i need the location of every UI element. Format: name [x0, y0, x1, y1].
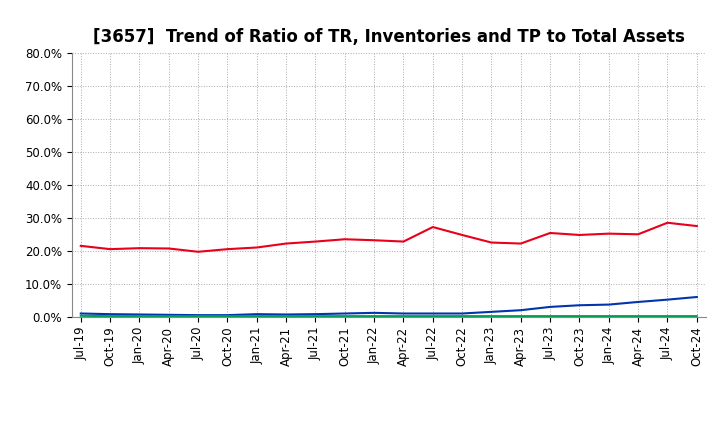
Trade Payables — [341, 313, 349, 319]
Trade Receivables — [253, 245, 261, 250]
Inventories — [311, 312, 320, 317]
Inventories — [76, 311, 85, 316]
Trade Payables — [605, 313, 613, 319]
Line: Inventories: Inventories — [81, 297, 697, 315]
Trade Receivables — [428, 224, 437, 230]
Trade Receivables — [194, 249, 202, 254]
Trade Payables — [370, 313, 379, 319]
Trade Receivables — [399, 239, 408, 244]
Trade Payables — [311, 313, 320, 319]
Trade Receivables — [341, 237, 349, 242]
Trade Receivables — [76, 243, 85, 249]
Inventories — [194, 312, 202, 318]
Trade Receivables — [164, 246, 173, 251]
Inventories — [223, 312, 232, 318]
Trade Payables — [76, 313, 85, 319]
Trade Receivables — [663, 220, 672, 225]
Inventories — [634, 299, 642, 304]
Trade Payables — [516, 313, 525, 319]
Trade Payables — [253, 313, 261, 319]
Inventories — [693, 294, 701, 300]
Trade Receivables — [223, 246, 232, 252]
Trade Payables — [546, 313, 554, 319]
Trade Receivables — [693, 224, 701, 229]
Inventories — [605, 302, 613, 307]
Trade Payables — [223, 313, 232, 319]
Trade Receivables — [546, 230, 554, 235]
Trade Receivables — [516, 241, 525, 246]
Title: [3657]  Trend of Ratio of TR, Inventories and TP to Total Assets: [3657] Trend of Ratio of TR, Inventories… — [93, 28, 685, 46]
Trade Receivables — [370, 238, 379, 243]
Trade Payables — [487, 313, 496, 319]
Trade Payables — [399, 313, 408, 319]
Trade Receivables — [487, 240, 496, 245]
Inventories — [106, 312, 114, 317]
Trade Payables — [282, 313, 290, 319]
Inventories — [135, 312, 144, 317]
Trade Receivables — [311, 239, 320, 244]
Trade Receivables — [282, 241, 290, 246]
Trade Payables — [663, 313, 672, 319]
Inventories — [516, 308, 525, 313]
Trade Payables — [693, 313, 701, 319]
Trade Receivables — [458, 232, 467, 238]
Inventories — [341, 311, 349, 316]
Trade Payables — [135, 313, 144, 319]
Trade Receivables — [135, 246, 144, 251]
Trade Receivables — [605, 231, 613, 236]
Inventories — [487, 309, 496, 315]
Line: Trade Receivables: Trade Receivables — [81, 223, 697, 252]
Inventories — [458, 311, 467, 316]
Trade Payables — [194, 313, 202, 319]
Inventories — [399, 311, 408, 316]
Trade Payables — [634, 313, 642, 319]
Inventories — [164, 312, 173, 317]
Inventories — [575, 303, 584, 308]
Inventories — [546, 304, 554, 310]
Trade Payables — [106, 313, 114, 319]
Trade Receivables — [106, 246, 114, 252]
Inventories — [253, 312, 261, 317]
Trade Payables — [428, 313, 437, 319]
Inventories — [663, 297, 672, 302]
Trade Payables — [575, 313, 584, 319]
Inventories — [428, 311, 437, 316]
Trade Receivables — [634, 231, 642, 237]
Inventories — [282, 312, 290, 317]
Inventories — [370, 310, 379, 315]
Trade Payables — [458, 313, 467, 319]
Trade Payables — [164, 313, 173, 319]
Trade Receivables — [575, 232, 584, 238]
